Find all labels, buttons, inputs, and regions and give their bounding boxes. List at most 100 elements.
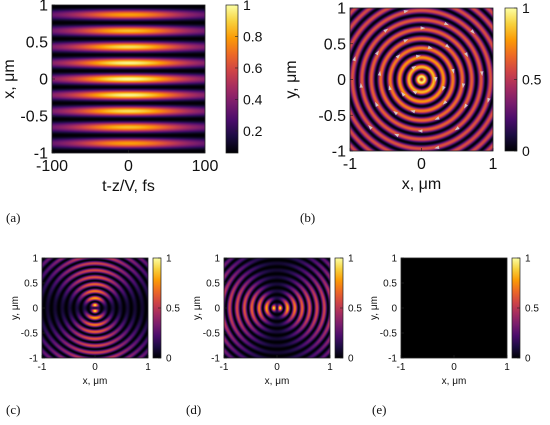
panel-c-ytick-label: -1 — [29, 354, 38, 365]
panel-d-xtick-label: -1 — [220, 362, 229, 373]
panel-a-xtick-label: -100 — [36, 158, 68, 175]
panel-a-ytick-label: 1 — [39, 0, 48, 15]
panel-a-colorbar-tick-label: 1 — [243, 0, 251, 13]
streamline-arrow — [434, 145, 440, 150]
panel-e-ytick-label: 0.5 — [383, 279, 397, 290]
panel-b-ytick-label: 0 — [337, 72, 346, 89]
streamline-arrow — [461, 83, 466, 89]
panel-d-xlabel: x, μm — [265, 376, 290, 387]
panel-b-ytick-label: -0.5 — [318, 108, 346, 125]
panel-a-colorbar-tick-label: 0.2 — [243, 123, 263, 139]
panel-c-xtick-label: -1 — [38, 362, 47, 373]
panel-b-ylabel: y, μm — [283, 60, 300, 98]
streamline-arrow — [464, 103, 469, 109]
streamline-arrow — [393, 110, 399, 116]
panel-b-xtick-label: 0 — [417, 156, 426, 173]
panel-b-xtick-label: -1 — [343, 156, 357, 173]
panel-b-label: (b) — [300, 210, 315, 225]
panel-e-label: (e) — [372, 402, 386, 417]
panel-e-xtick-label: 0 — [451, 362, 457, 373]
panel-c-xlabel: x, μm — [83, 376, 108, 387]
panel-d-colorbar-tick-label: 0 — [348, 354, 354, 365]
panel-c-colorbar-tick-label: 0 — [166, 354, 172, 365]
streamline-arrow — [442, 85, 446, 91]
panel-c-ylabel: y, μm — [10, 296, 21, 320]
panel-b-ytick-label: 1 — [337, 1, 346, 18]
panel-c-ytick-label: 0 — [32, 304, 38, 315]
panel-e-colorbar-tick-label: 0 — [525, 354, 531, 365]
panel-b-colorbar-tick-label: 0 — [522, 143, 530, 159]
panel-d-ytick-label: 1 — [214, 254, 220, 265]
streamline-arrow — [434, 77, 438, 82]
panel-a-ylabel: x, μm — [1, 59, 18, 98]
panel-c-heatmap — [42, 258, 148, 358]
streamline-arrow — [442, 100, 448, 105]
streamline-arrow — [359, 82, 363, 88]
panel-a-xlabel: t-z/V, fs — [102, 178, 155, 195]
panel-c-label: (c) — [6, 402, 20, 417]
panel-d-colorbar-tick-label: 0.5 — [348, 304, 362, 315]
panel-e-ylabel: y, μm — [369, 296, 380, 320]
panel-a-colorbar-tick-label: 0.6 — [243, 60, 263, 76]
panel-c-colorbar-tick-label: 1 — [166, 254, 172, 265]
panel-e-xlabel: x, μm — [442, 376, 467, 387]
panel-a-label: (a) — [6, 210, 20, 225]
streamline-arrow — [417, 129, 423, 133]
streamline-arrow — [487, 97, 491, 103]
panel-b-colorbar-tick-label: 0.5 — [522, 71, 542, 87]
streamline-arrow — [416, 54, 421, 59]
panel-a-colorbar — [225, 4, 239, 154]
panel-e-ytick-label: -1 — [388, 354, 397, 365]
streamline-arrow — [410, 110, 416, 114]
streamline-arrow — [377, 70, 382, 76]
panel-e-ytick-label: -0.5 — [380, 329, 398, 340]
streamline-arrow — [375, 101, 379, 107]
panel-c-ytick-label: -0.5 — [21, 329, 39, 340]
panel-a-colorbar-tick-label: 0.8 — [243, 28, 263, 44]
panel-a-ytick-label: 0 — [39, 72, 48, 89]
panel-c-colorbar-tick-label: 0.5 — [166, 304, 180, 315]
panel-c-ytick-label: 1 — [32, 254, 38, 265]
streamline-arrow — [403, 39, 409, 43]
panel-e-xtick-label: -1 — [397, 362, 406, 373]
streamline-arrow — [374, 50, 379, 56]
panel-d-ytick-label: 0 — [214, 304, 220, 315]
streamline-arrow — [401, 91, 406, 97]
streamline-arrow — [352, 56, 356, 62]
panel-d-colorbar-tick-label: 1 — [348, 254, 354, 265]
streamline-arrow — [368, 125, 373, 130]
panel-d-ytick-label: -0.5 — [203, 329, 221, 340]
streamline-arrow — [444, 43, 450, 49]
panel-a-colorbar-tick-label: 0.4 — [243, 91, 263, 107]
panel-d-xtick-label: 0 — [274, 362, 280, 373]
streamline-arrow — [443, 21, 449, 26]
panel-c-xtick-label: 1 — [145, 362, 151, 373]
panel-e-colorbar-tick-label: 1 — [525, 254, 531, 265]
panel-d-xtick-label: 1 — [327, 362, 333, 373]
streamline-arrow — [403, 9, 409, 14]
panel-a-ytick-label: 0.5 — [26, 35, 48, 52]
panel-c-ytick-label: 0.5 — [24, 279, 38, 290]
panel-b-ytick-label: -1 — [332, 144, 346, 161]
panel-b-heatmap — [350, 8, 493, 151]
panel-b-xtick-label: 1 — [489, 156, 498, 173]
panel-d-label: (d) — [186, 402, 201, 417]
streamline-arrow — [427, 45, 433, 49]
panel-d-ytick-label: 0.5 — [206, 279, 220, 290]
panel-e-ytick-label: 1 — [391, 254, 397, 265]
streamline-arrow — [464, 52, 468, 58]
streamline-arrow — [470, 29, 475, 34]
panel-a-xtick-label: 100 — [192, 158, 219, 175]
streamline-arrow — [420, 26, 426, 30]
panel-d-ytick-label: -1 — [211, 354, 220, 365]
panel-e-heatmap — [401, 258, 507, 358]
panel-a-heatmap — [52, 5, 205, 153]
panel-b-xlabel: x, μm — [402, 176, 441, 193]
streamline-arrow — [451, 68, 455, 74]
panel-b-colorbar-tick-label: 1 — [522, 0, 530, 16]
streamline-arrow — [412, 90, 418, 95]
streamline-arrow — [383, 28, 389, 33]
panel-e-xtick-label: 1 — [504, 362, 510, 373]
streamline-arrow — [480, 71, 484, 77]
